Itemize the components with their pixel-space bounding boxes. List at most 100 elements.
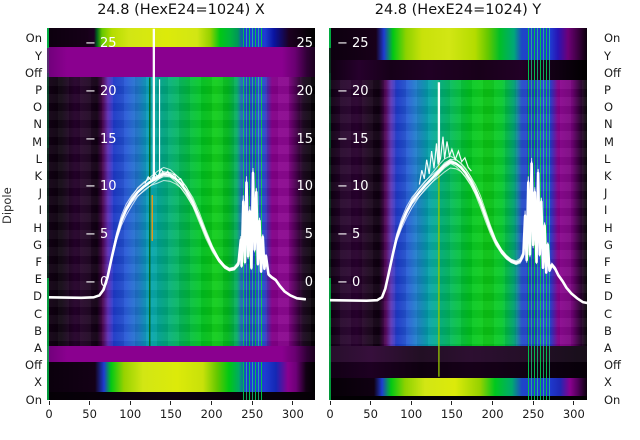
x-tick-mark <box>410 401 412 405</box>
inner-ytick-right-20: 20 <box>296 83 313 99</box>
row-label-right-y-1: Y <box>604 48 612 63</box>
column-block-texture-x <box>47 77 315 346</box>
heatmap-panel-x <box>47 28 315 400</box>
left-edge-artifact-x <box>47 28 49 400</box>
x-tick-label-200: 200 <box>481 407 504 421</box>
x-tick-label-200: 200 <box>200 407 223 421</box>
main-profile-trace <box>48 171 306 301</box>
row-label-right-f-13: F <box>604 254 611 269</box>
row-label-left-n-5: N <box>33 117 42 132</box>
x-tick-mark <box>211 401 213 405</box>
row-label-left-i-10: I <box>38 203 42 218</box>
inner-ytick-right-0: 0 <box>304 275 313 290</box>
row-label-right-off-19: Off <box>604 358 621 373</box>
row-label-right-c-16: C <box>604 306 613 321</box>
inner-ytick-left-10: − 10 <box>85 179 117 195</box>
inner-ytick-left-0: − 0 <box>337 275 361 290</box>
row-label-left-on-21: On <box>25 392 42 407</box>
row-label-right-on-0: On <box>604 31 621 46</box>
band-on-bottom-y <box>329 396 587 400</box>
x-tick-mark <box>129 401 131 405</box>
row-label-right-d-15: D <box>604 289 613 304</box>
row-label-right-on-21: On <box>604 392 621 407</box>
row-label-left-off-19: Off <box>25 358 42 373</box>
inner-ytick-left-15: − 15 <box>337 131 369 147</box>
row-label-right-off-2: Off <box>604 65 621 80</box>
row-label-right-l-7: L <box>604 151 611 166</box>
row-label-left-on-0: On <box>25 31 42 46</box>
row-label-left-j-9: J <box>38 186 42 201</box>
inner-ytick-left-0: − 0 <box>85 275 109 290</box>
row-label-left-d-15: D <box>33 289 42 304</box>
x-tick-mark <box>451 401 453 405</box>
inner-ytick-left-20: − 20 <box>337 83 369 99</box>
overlay-traces <box>329 82 587 377</box>
x-tick-label-0: 0 <box>45 407 53 421</box>
row-label-left-off-2: Off <box>25 65 42 80</box>
x-tick-label-50: 50 <box>363 407 378 421</box>
band-x-row-bottom-y <box>329 378 587 396</box>
row-label-left-y-1: Y <box>34 48 42 63</box>
inner-ytick-left-25: − 25 <box>85 36 117 51</box>
row-label-right-i-10: I <box>604 203 608 218</box>
row-label-right-b-17: B <box>604 323 612 338</box>
inner-ytick-right-5: 5 <box>304 227 313 243</box>
row-label-right-o-4: O <box>604 100 614 115</box>
x-tick-label-150: 150 <box>440 407 463 421</box>
row-label-left-k-8: K <box>34 168 42 183</box>
row-label-left-l-7: L <box>35 151 42 166</box>
row-label-left-m-6: M <box>32 134 42 149</box>
row-label-right-a-18: A <box>604 340 612 355</box>
x-tick-mark <box>251 401 253 405</box>
band-off-top-y <box>329 60 587 80</box>
x-tick-label-250: 250 <box>522 407 545 421</box>
x-tick-label-0: 0 <box>326 407 334 421</box>
x-tick-label-150: 150 <box>159 407 182 421</box>
row-label-right-g-12: G <box>604 237 613 252</box>
band-on-bottom-x <box>47 392 315 400</box>
x-tick-mark <box>370 401 372 405</box>
row-label-left-e-14: E <box>34 272 42 287</box>
row-label-right-e-14: E <box>604 272 612 287</box>
inner-ytick-left-10: − 10 <box>337 179 369 195</box>
crest-jitter-trace <box>418 136 472 185</box>
row-label-left-a-18: A <box>34 340 42 355</box>
row-label-left-b-17: B <box>34 323 42 338</box>
x-tick-mark <box>329 401 331 405</box>
overlay-traces <box>48 28 306 347</box>
x-tick-mark <box>573 401 575 405</box>
row-label-right-m-6: M <box>604 134 614 149</box>
x-tick-label-300: 300 <box>281 407 304 421</box>
x-tick-mark <box>492 401 494 405</box>
row-label-right-x-20: X <box>604 375 612 390</box>
row-label-left-o-4: O <box>32 100 42 115</box>
x-tick-label-50: 50 <box>82 407 97 421</box>
left-edge-artifact-y <box>329 28 331 400</box>
x-tick-mark <box>89 401 91 405</box>
row-label-left-h-11: H <box>33 220 42 235</box>
row-label-left-f-13: F <box>35 254 42 269</box>
band-off-bottom-x <box>47 346 315 362</box>
inner-ytick-left-15: − 15 <box>85 131 117 147</box>
inner-ytick-right-25: 25 <box>296 36 313 51</box>
x-tick-label-250: 250 <box>241 407 264 421</box>
row-label-right-n-5: N <box>604 117 613 132</box>
x-tick-mark <box>532 401 534 405</box>
left-panel-title: 24.8 (HexE24=1024) X <box>97 2 265 18</box>
row-label-left-c-16: C <box>33 306 42 321</box>
band-off-top-x <box>47 47 315 77</box>
inner-ytick-right-10: 10 <box>296 179 313 195</box>
row-label-right-p-3: P <box>604 82 611 97</box>
row-label-left-p-3: P <box>35 82 42 97</box>
inner-ytick-left-5: − 5 <box>337 227 361 243</box>
inner-ytick-left-25: − 25 <box>337 36 369 51</box>
row-label-left-x-20: X <box>34 375 42 390</box>
inner-ytick-left-5: − 5 <box>85 227 109 243</box>
main-profile-trace <box>329 160 587 305</box>
trace-bundle-line <box>329 155 587 304</box>
row-block-texture-x <box>47 77 315 346</box>
x-tick-mark <box>292 401 294 405</box>
band-x-row-bottom-x <box>47 362 315 392</box>
x-tick-label-300: 300 <box>562 407 585 421</box>
x-tick-label-100: 100 <box>119 407 142 421</box>
